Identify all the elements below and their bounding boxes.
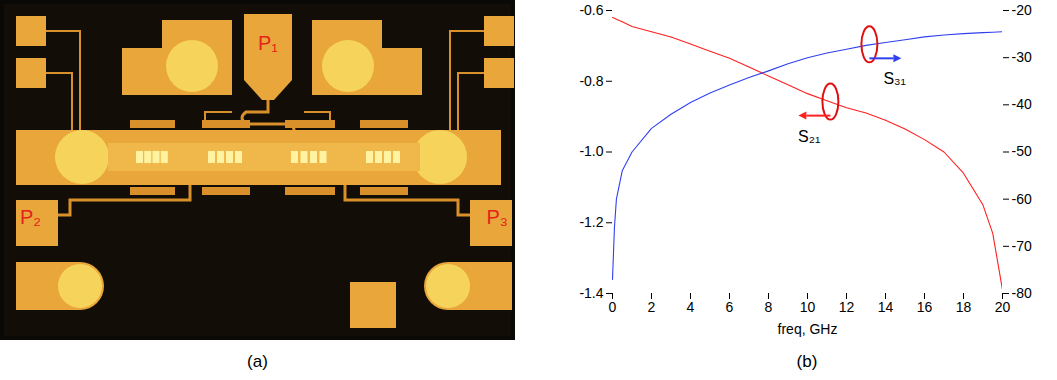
svg-text:18: 18 [956,299,972,315]
svg-text:-40: -40 [1012,96,1032,112]
svg-text:-1.4: -1.4 [579,285,603,301]
svg-text:0: 0 [609,299,617,315]
svg-text:20: 20 [995,299,1011,315]
svg-text:-20: -20 [1012,2,1032,18]
svg-text:10: 10 [800,299,816,315]
svg-text:-70: -70 [1012,238,1032,254]
svg-text:-1.2: -1.2 [579,214,603,230]
svg-text:freq, GHz: freq, GHz [778,321,838,337]
svg-text:-80: -80 [1012,285,1032,301]
svg-text:2: 2 [648,299,656,315]
svg-text:6: 6 [726,299,734,315]
svg-text:4: 4 [687,299,695,315]
svg-text:P₁: P₁ [258,32,278,54]
svg-text:-1.0: -1.0 [579,143,603,159]
html-text:(b): (b) [796,352,818,371]
svg-text:-60: -60 [1012,191,1032,207]
svg-text:S₂₁: S₂₁ [798,128,820,145]
svg-text:P₃: P₃ [487,206,508,228]
svg-text:8: 8 [765,299,773,315]
svg-text:-0.8: -0.8 [579,73,603,89]
svg-text:P₂: P₂ [20,206,41,228]
svg-text:-50: -50 [1012,143,1032,159]
svg-text:14: 14 [878,299,894,315]
svg-text:S₃₁: S₃₁ [883,70,906,87]
html-text:(a): (a) [247,352,268,371]
svg-text:12: 12 [839,299,855,315]
svg-text:-0.6: -0.6 [579,2,603,18]
svg-text:-30: -30 [1012,49,1032,65]
svg-text:16: 16 [917,299,933,315]
